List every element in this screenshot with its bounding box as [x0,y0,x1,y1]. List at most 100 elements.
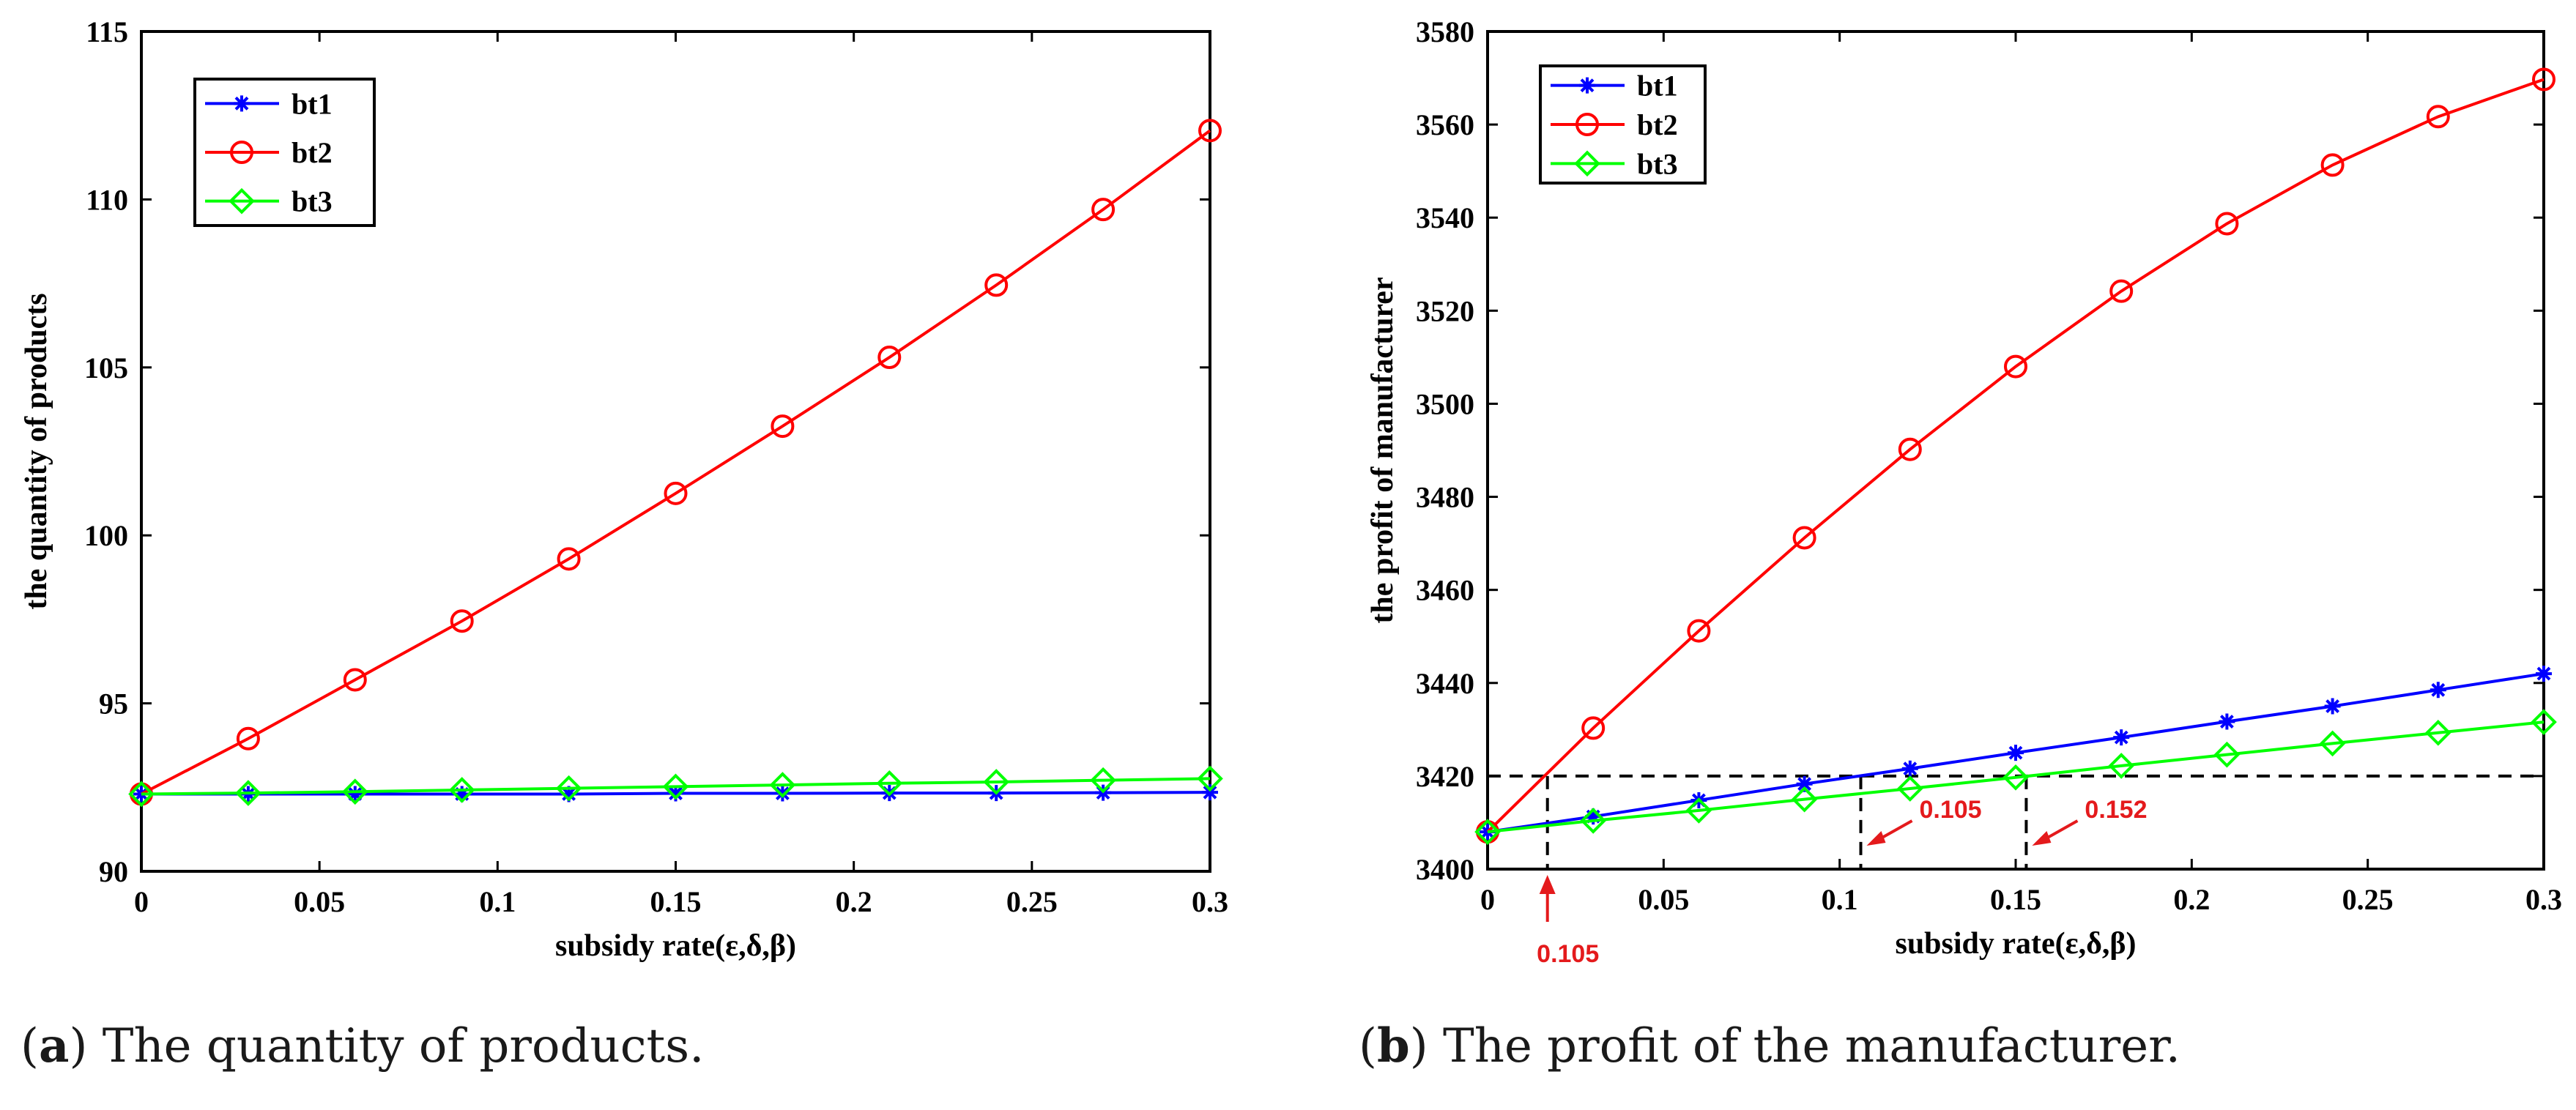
y-tick-label: 3440 [1416,667,1474,700]
panel-b-profit-chart: 0 0.05 0.1 0.15 0.2 0.25 0.3 3400 3420 3440 3460 34… [1359,15,2562,1073]
legend: bt1 bt2 bt3 [193,78,376,227]
y-tick-label: 105 [84,351,128,384]
data-point-bt2 [984,273,1009,297]
caption-letter: a [39,1018,69,1073]
legend-marker-bt2 [230,141,253,164]
legend-label-bt1: bt1 [1637,70,1678,103]
caption: (a) The quantity of products. [21,1018,704,1073]
legend-marker-bt1 [234,95,250,112]
series-line-bt2 [1486,78,2545,833]
legend-marker-bt3 [229,187,255,215]
x-tick-label: 0.3 [2525,883,2562,916]
data-point-bt3 [876,770,903,797]
data-point-bt3 [555,775,582,802]
data-point-bt3 [1791,786,1818,813]
caption: (b) The profit of the manufacturer. [1359,1018,2180,1073]
legend-marker-bt1 [1579,77,1595,94]
series-line-bt3 [141,777,1211,796]
annotation-label: 0.152 [2085,796,2147,824]
data-point-bt1 [346,786,363,802]
data-point-bt2 [1198,119,1222,143]
data-point-bt2 [2426,105,2450,129]
data-point-bt2 [557,547,581,571]
y-tick-label: 115 [86,15,128,48]
data-point-bt2 [1581,716,1606,740]
data-point-bt3 [1090,767,1116,794]
data-point-bt1 [2113,729,2130,746]
data-point-bt1 [667,785,684,802]
annotation-arrowhead [1866,831,1886,846]
y-tick-label: 3540 [1416,201,1474,234]
y-tick-label: 3580 [1416,15,1474,48]
y-tick-label: 100 [84,519,128,552]
x-tick-label: 0.1 [1822,883,1858,916]
x-tick-label: 0.3 [1192,885,1228,918]
data-point-bt2 [2004,354,2027,379]
y-tick-label: 3420 [1416,760,1474,793]
x-tick-label: 0.2 [2173,883,2210,916]
y-tick-label: 3460 [1416,574,1474,607]
data-point-bt2 [1091,198,1116,222]
x-axis-label: subsidy rate(ε,δ,β) [1895,927,2136,961]
data-point-bt2 [664,481,688,505]
x-tick-label: 0 [1480,883,1495,916]
y-tick-label: 90 [99,855,128,888]
data-point-bt2 [1687,619,1711,643]
data-point-bt1 [774,785,791,802]
caption-letter: b [1377,1018,1410,1073]
x-tick-label: 0.15 [650,885,702,918]
legend-marker-bt2 [1575,113,1599,136]
y-tick-label: 3560 [1416,108,1474,141]
legend-label-bt2: bt2 [292,136,333,169]
data-point-bt3 [1896,775,1923,802]
data-point-bt3 [769,772,796,798]
series-line-bt2 [141,129,1211,796]
y-tick-label: 3480 [1416,481,1474,514]
y-tick-label: 110 [86,183,128,216]
data-point-bt1 [1796,775,1813,792]
data-point-bt3 [1685,797,1712,824]
caption-text: The profit of the manufacturer. [1428,1019,2180,1073]
annotation-arrowhead [1539,875,1556,894]
data-point-bt1 [560,786,577,802]
data-point-bt2 [2532,67,2555,92]
caption-text: The quantity of products. [87,1019,704,1073]
legend: bt1 bt2 bt3 [1539,64,1707,185]
data-point-bt3 [2108,753,2135,779]
data-point-bt3 [662,773,689,800]
data-point-bt3 [448,777,475,803]
x-tick-label: 0 [134,885,149,918]
annotation-arrowhead [2032,831,2052,846]
legend-marker-bt3 [1574,150,1600,177]
data-point-bt3 [2424,719,2451,746]
data-point-bt3 [1474,819,1501,845]
legend-label-bt3: bt3 [1637,147,1678,180]
x-axis-label: subsidy rate(ε,δ,β) [555,929,796,963]
data-point-bt1 [133,786,149,802]
data-point-bt2 [1898,437,1922,461]
data-point-bt3 [2319,730,2346,757]
legend-label-bt1: bt1 [292,87,333,120]
data-point-bt1 [1585,808,1602,825]
panel-a-quantity-chart: 0 0.05 0.1 0.15 0.2 0.25 0.3 90 95 100 105 110 115 su… [20,15,1228,1073]
data-point-bt3 [128,781,155,808]
data-point-bt2 [2215,212,2239,236]
y-tick-label: 95 [99,688,128,720]
x-tick-label: 0.2 [836,885,872,918]
data-point-bt2 [2320,153,2345,177]
y-axis-label: the quantity of products [20,293,53,609]
data-point-bt2 [343,668,367,692]
data-point-bt3 [1580,808,1607,834]
data-point-bt3 [983,769,1010,795]
y-tick-label: 3500 [1416,387,1474,420]
legend-label-bt3: bt3 [292,185,333,218]
legend-label-bt2: bt2 [1637,108,1678,141]
x-tick-label: 0.1 [479,885,516,918]
data-point-bt2 [2109,279,2134,303]
data-point-bt2 [1792,526,1816,550]
y-axis-label: the profit of manufacturer [1366,277,1400,623]
data-point-bt3 [2213,741,2241,768]
x-tick-label: 0.15 [1990,883,2041,916]
data-point-bt1 [2008,745,2024,761]
data-point-bt1 [1202,784,1218,801]
